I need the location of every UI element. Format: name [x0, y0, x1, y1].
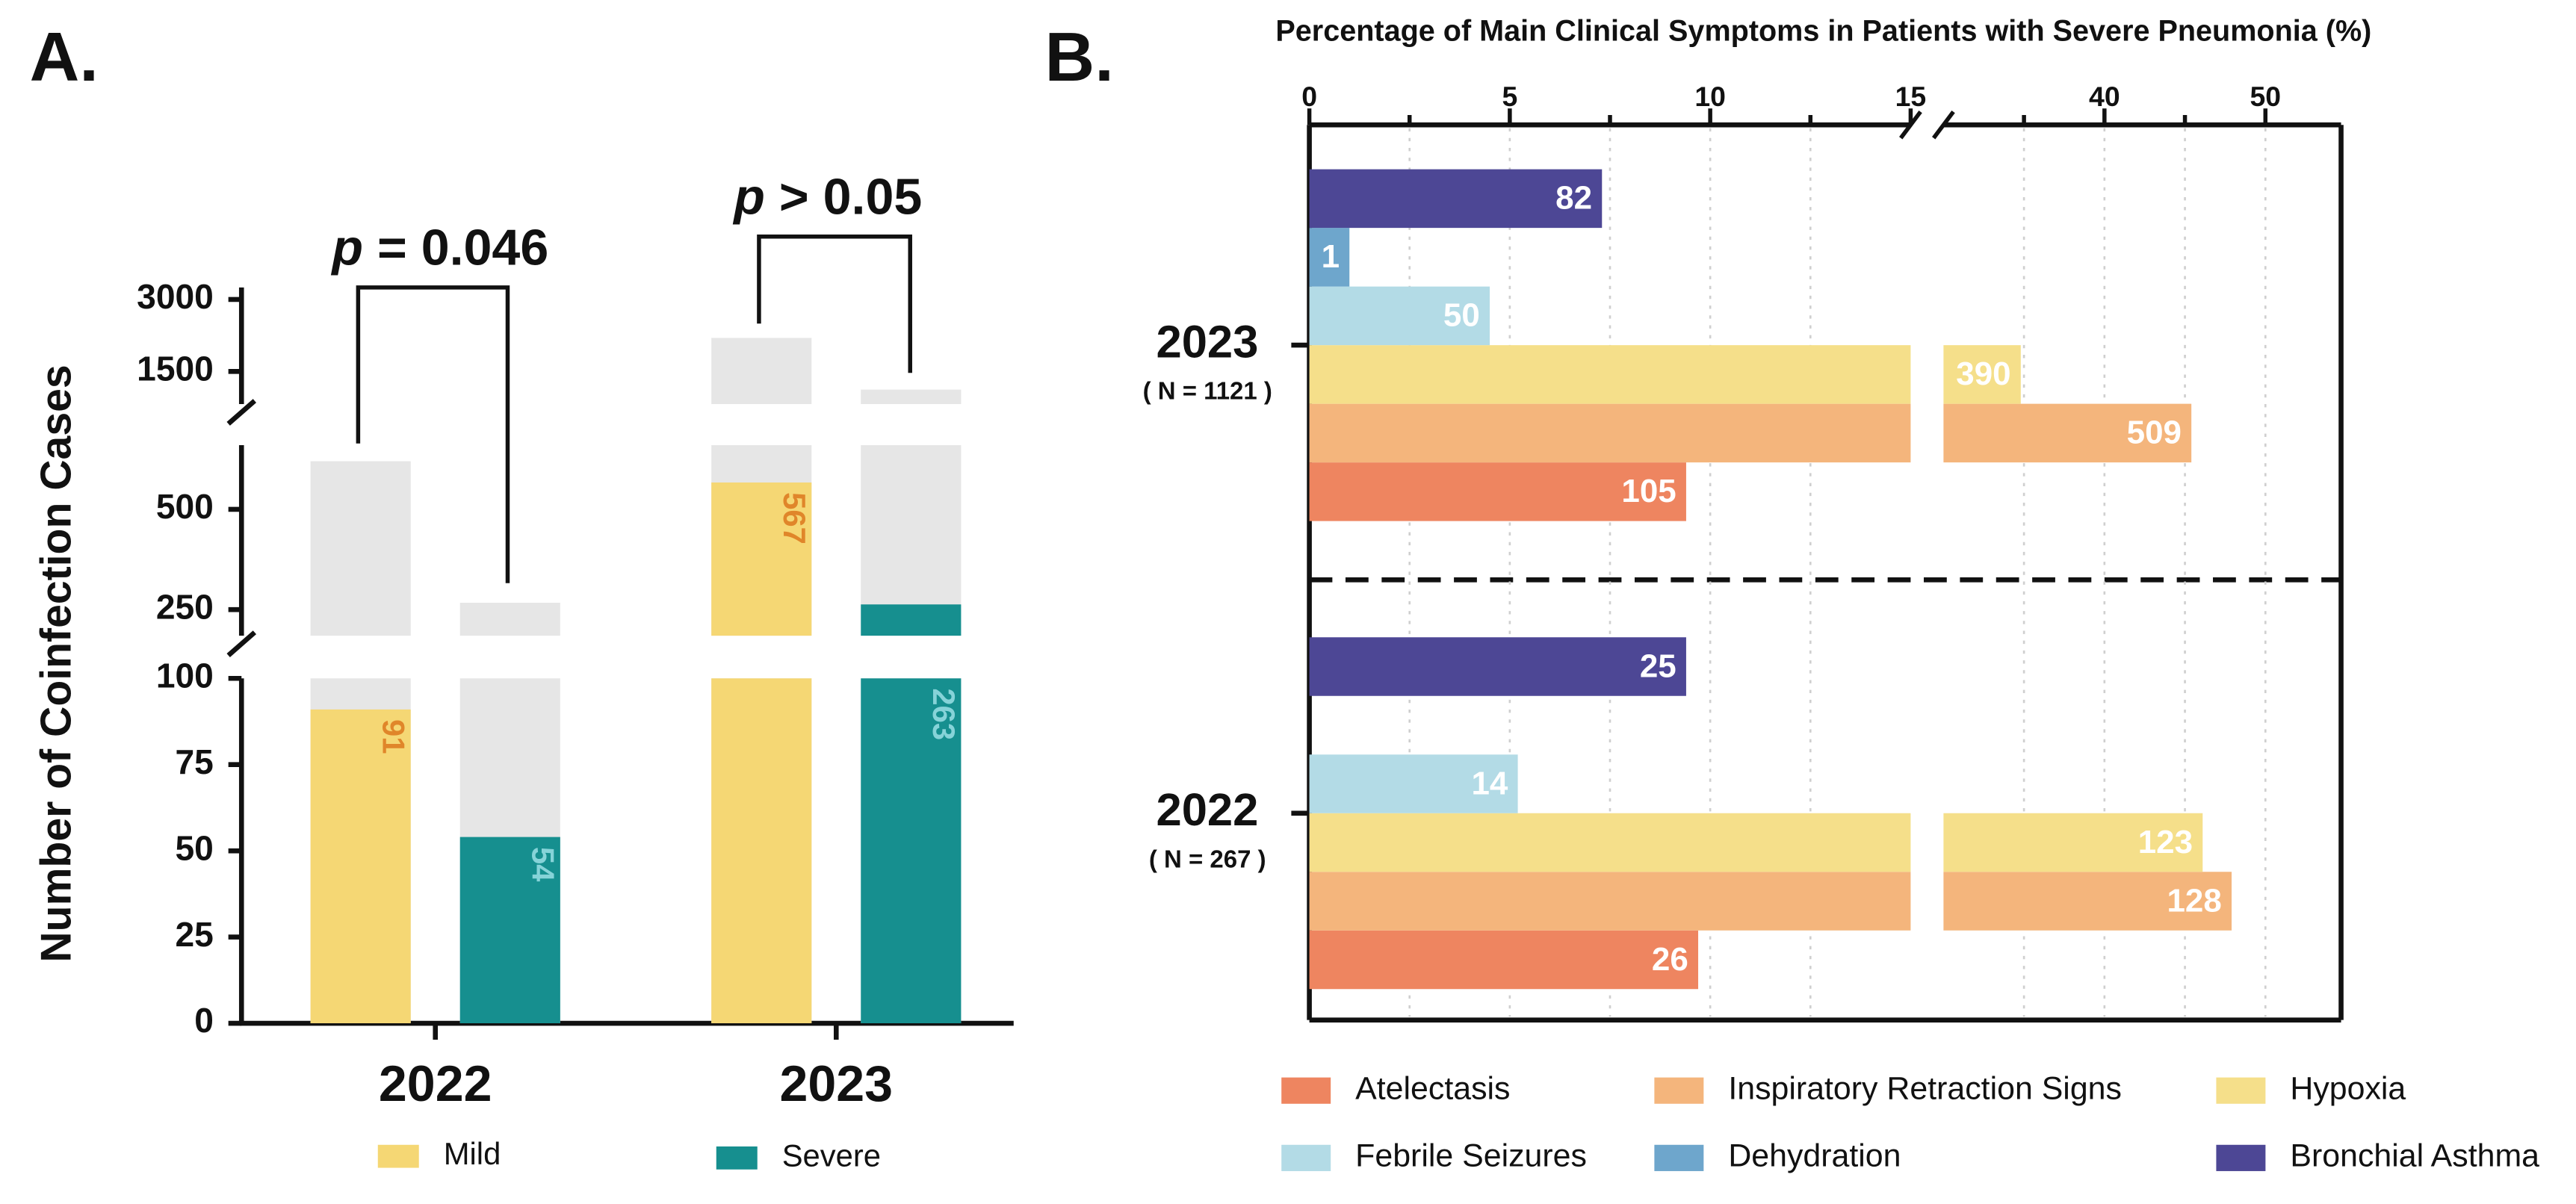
- p-text: > 0.05: [765, 168, 922, 225]
- bar-count-label: 1: [1322, 238, 1340, 275]
- panel-label: A.: [30, 18, 99, 96]
- panel-label: B.: [1045, 18, 1114, 96]
- bar-value-label: 91: [376, 719, 411, 754]
- bar: [1309, 462, 1686, 521]
- y-axis-label: Number of Coinfection Cases: [32, 364, 80, 962]
- legend-label: Dehydration: [1728, 1138, 1901, 1174]
- x-tick-label: 50: [2250, 81, 2281, 112]
- y-tick-note: ( N = 267 ): [1149, 845, 1266, 872]
- bar: [459, 837, 560, 1024]
- axis-break: [226, 399, 257, 426]
- bar: [1309, 169, 1603, 229]
- bar-value-label: 567: [777, 492, 812, 544]
- legend-label: Mild: [444, 1136, 501, 1171]
- axis-break: [1932, 110, 1955, 140]
- bar-count-label: 390: [1956, 356, 2010, 392]
- legend-swatch: [1654, 1077, 1704, 1104]
- p-text: = 0.046: [363, 220, 548, 276]
- legend-swatch: [2216, 1077, 2266, 1104]
- bar: [1309, 930, 1699, 990]
- y-tick-note: ( N = 1121 ): [1143, 377, 1272, 405]
- chart-title: Percentage of Main Clinical Symptoms in …: [1275, 15, 2371, 48]
- x-tick-label: 2023: [779, 1055, 893, 1112]
- bar-count-label: 14: [1471, 765, 1508, 801]
- y-tick-label: 75: [176, 742, 214, 781]
- bar-count-label: 50: [1443, 297, 1480, 334]
- bar-count-label: 123: [2138, 824, 2193, 860]
- x-tick-label: 5: [1502, 81, 1517, 112]
- legend-swatch: [716, 1146, 758, 1170]
- bar-count-label: 25: [1640, 648, 1676, 684]
- y-tick-label: 1500: [137, 350, 214, 388]
- legend-label: Bronchial Asthma: [2290, 1138, 2539, 1174]
- p-value: p = 0.046: [330, 220, 548, 276]
- x-tick-label: 15: [1895, 81, 1927, 112]
- p-symbol: p: [330, 220, 363, 276]
- bar: [1309, 228, 1350, 287]
- axis-break: [226, 630, 257, 657]
- bar: [1309, 345, 2021, 404]
- y-tick-label: 50: [176, 828, 214, 867]
- bar: [1309, 286, 1490, 346]
- legend-swatch: [377, 1144, 419, 1168]
- bar: [1309, 637, 1686, 696]
- bar: [1309, 754, 1518, 813]
- bar: [1309, 813, 2203, 872]
- bar-count-label: 82: [1555, 180, 1592, 217]
- bar: [1309, 872, 2232, 931]
- bar-count-label: 128: [2167, 882, 2221, 919]
- p-value: p > 0.05: [732, 168, 922, 225]
- y-tick-label: 2023: [1156, 316, 1258, 367]
- bracket: [356, 285, 510, 583]
- y-tick-label: 100: [156, 656, 214, 695]
- legend-label: Severe: [782, 1138, 881, 1173]
- bar-value-label: 263: [926, 688, 962, 740]
- legend-label: Hypoxia: [2290, 1071, 2406, 1107]
- x-tick-label: 2022: [379, 1055, 492, 1112]
- bar-count-label: 509: [2127, 415, 2182, 451]
- bracket: [757, 234, 912, 373]
- bar: [1309, 403, 2192, 463]
- y-tick-label: 500: [156, 487, 214, 526]
- x-tick-label: 0: [1301, 81, 1317, 112]
- bar: [310, 709, 411, 1024]
- y-tick-label: 25: [176, 915, 214, 954]
- legend-swatch: [1654, 1144, 1704, 1171]
- y-tick-label: 2022: [1156, 784, 1258, 836]
- legend-swatch: [1281, 1144, 1331, 1171]
- x-tick-label: 40: [2089, 81, 2120, 112]
- bar-count-label: 105: [1621, 473, 1676, 509]
- bar-count-label: 26: [1652, 941, 1688, 978]
- x-tick-label: 10: [1694, 81, 1726, 112]
- y-tick-label: 0: [194, 1001, 214, 1040]
- legend-swatch: [2216, 1144, 2266, 1171]
- y-tick-label: 3000: [137, 277, 214, 316]
- bar: [711, 482, 812, 1024]
- legend-label: Atelectasis: [1355, 1071, 1510, 1107]
- legend-swatch: [1281, 1077, 1331, 1104]
- y-tick-label: 250: [156, 587, 214, 626]
- p-symbol: p: [732, 168, 765, 225]
- bar: [861, 604, 962, 1024]
- bar-value-label: 54: [525, 847, 560, 881]
- legend-label: Febrile Seizures: [1355, 1138, 1587, 1174]
- legend-label: Inspiratory Retraction Signs: [1728, 1071, 2122, 1107]
